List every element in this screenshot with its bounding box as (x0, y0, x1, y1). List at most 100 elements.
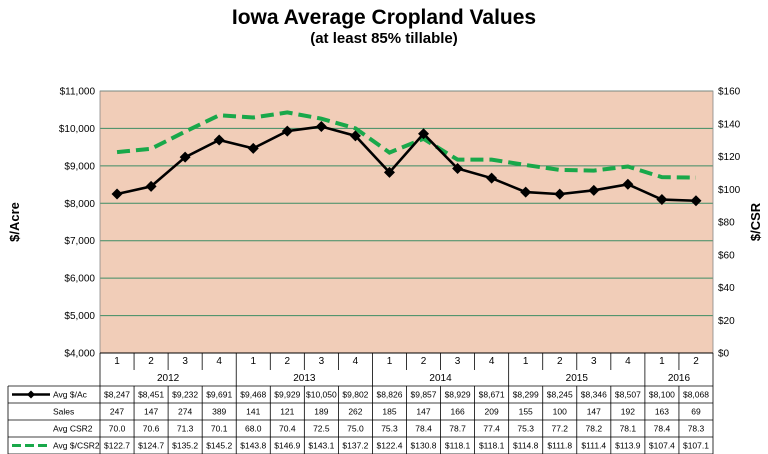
table-cell-sales: 155 (519, 407, 533, 417)
gridlines (99, 90, 714, 354)
quarter-label: 2 (148, 356, 154, 367)
quarter-label: 1 (250, 356, 256, 367)
left-axis-ticks: $4,000 $5,000 $6,000 $7,000 $8,000 $9,000 $10,… (59, 87, 96, 360)
table-cell-avg-csr2: $145.2 (206, 441, 232, 451)
table-cell-avg-ac: $8,245 (547, 390, 573, 400)
y2-tick-label: $0 (718, 349, 730, 360)
table-cell-avg-ac: $8,100 (649, 390, 675, 400)
legend-key-marker (27, 390, 35, 399)
quarter-label: 3 (591, 356, 597, 367)
year-label: 2013 (293, 373, 316, 384)
table-cell-avg-ac: $8,929 (445, 390, 471, 400)
data-point-avg-per-acre (281, 125, 293, 137)
table-cell-sales: 189 (314, 407, 328, 417)
year-label: 2014 (429, 373, 452, 384)
quarter-label: 2 (693, 356, 699, 367)
quarter-label: 3 (182, 356, 188, 367)
data-point-avg-per-acre (418, 128, 430, 140)
year-label: 2016 (668, 373, 691, 384)
legend-label: Avg $/Ac (53, 390, 88, 400)
data-point-avg-per-acre (247, 142, 259, 154)
series-line-avg-per-acre (116, 125, 697, 203)
quarter-label: 1 (523, 356, 529, 367)
table-cell-sales: 274 (178, 407, 192, 417)
y-tick-label: $9,000 (64, 161, 95, 172)
y2-tick-label: $80 (718, 218, 735, 229)
data-point-avg-per-acre (145, 180, 157, 192)
quarter-label: 4 (625, 356, 631, 367)
table-cell-avg-csr2: 70.0 (109, 424, 126, 434)
chart-title: Iowa Average Cropland Values (231, 6, 537, 29)
table-cell-avg-ac: $8,826 (376, 390, 402, 400)
quarter-label: 4 (353, 356, 359, 367)
table-cell-sales: 163 (655, 407, 669, 417)
table-cell-avg-csr2: $118.1 (445, 441, 471, 451)
y2-tick-label: $20 (718, 316, 735, 327)
table-cell-sales: 147 (587, 407, 601, 417)
quarter-label: 4 (489, 356, 495, 367)
y2-axis-label: $/CSR (748, 202, 763, 241)
data-point-avg-per-acre (588, 184, 600, 196)
table-cell-avg-csr2: $124.7 (138, 441, 164, 451)
data-point-avg-per-acre (452, 163, 464, 175)
table-cell-sales: 147 (144, 407, 158, 417)
y-tick-label: $5,000 (64, 311, 95, 322)
table-cell-avg-ac: $9,929 (274, 390, 300, 400)
quarter-label: 3 (455, 356, 461, 367)
table-cell-avg-csr2: 75.3 (381, 424, 398, 434)
data-point-avg-per-acre (486, 172, 498, 184)
table-cell-avg-ac: $9,802 (342, 390, 368, 400)
table-cell-avg-ac: $8,247 (104, 390, 130, 400)
table-cell-avg-csr2: $114.8 (513, 441, 539, 451)
table-cell-sales: 185 (382, 407, 396, 417)
table-cell-avg-csr2: $118.1 (479, 441, 505, 451)
table-cell-avg-ac: $9,691 (206, 390, 232, 400)
y2-tick-label: $100 (718, 185, 741, 196)
plot-area (100, 91, 713, 353)
table-cell-avg-ac: $8,068 (683, 390, 709, 400)
data-point-avg-per-acre (213, 134, 225, 146)
quarter-label: 3 (319, 356, 325, 367)
series-line-avg-csr2-dollars (116, 110, 697, 180)
table-cell-avg-csr2: $143.1 (308, 441, 334, 451)
table-cell-sales: 262 (348, 407, 362, 417)
table-cell-avg-csr2: 77.2 (551, 424, 568, 434)
quarter-label: 1 (387, 356, 393, 367)
table-cell-sales: 209 (485, 407, 499, 417)
table-cell-avg-ac: $8,299 (513, 390, 539, 400)
table-cell-avg-csr2: $111.4 (581, 441, 606, 451)
data-point-avg-per-acre (520, 186, 532, 198)
table-cell-avg-csr2: $135.2 (172, 441, 198, 451)
table-cell-avg-csr2: 70.4 (279, 424, 296, 434)
year-label: 2015 (566, 373, 589, 384)
quarter-label: 1 (114, 356, 120, 367)
data-point-avg-per-acre (690, 195, 702, 207)
table-cell-avg-csr2: 78.2 (586, 424, 603, 434)
table-cell-avg-csr2: 78.3 (688, 424, 705, 434)
row-header: Sales (53, 407, 74, 417)
data-point-avg-per-acre (111, 188, 123, 200)
table-cell-avg-ac: $9,857 (411, 390, 437, 400)
table-cell-avg-csr2: $146.9 (274, 441, 300, 451)
table-cell-sales: 121 (280, 407, 294, 417)
y-tick-label: $8,000 (64, 199, 95, 210)
table-cell-avg-csr2: $122.4 (376, 441, 402, 451)
y-tick-label: $7,000 (64, 236, 95, 247)
table-cell-avg-ac: $8,346 (581, 390, 607, 400)
data-point-avg-per-acre (315, 121, 327, 133)
table-cell-sales: 166 (450, 407, 464, 417)
table-cell-sales: 147 (416, 407, 430, 417)
table-cell-sales: 389 (212, 407, 226, 417)
y-tick-label: $4,000 (64, 349, 95, 360)
table-cell-avg-csr2: 68.0 (245, 424, 262, 434)
table-cell-avg-csr2: $137.2 (342, 441, 368, 451)
table-cell-sales: 141 (246, 407, 260, 417)
y-tick-label: $6,000 (64, 274, 95, 285)
table-cell-sales: 100 (553, 407, 567, 417)
y2-tick-label: $40 (718, 283, 735, 294)
data-point-avg-per-acre (622, 178, 634, 190)
table-cell-avg-ac: $8,451 (138, 390, 164, 400)
table-cell-avg-ac: $8,671 (479, 390, 505, 400)
table-cell-avg-csr2: $130.8 (411, 441, 437, 451)
